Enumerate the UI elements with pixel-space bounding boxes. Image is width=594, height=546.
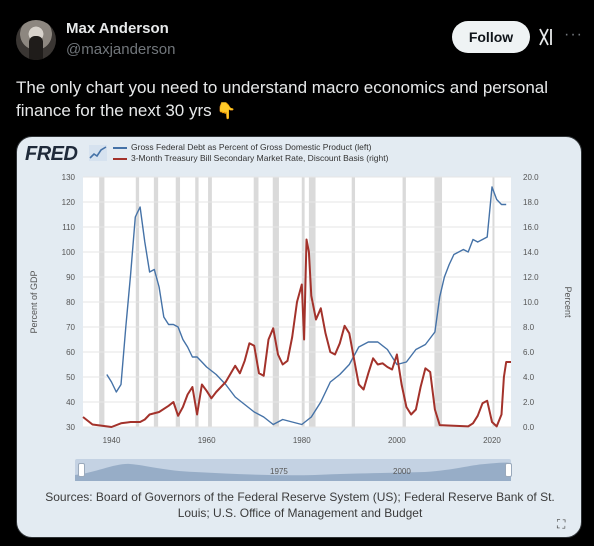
y2-tick-label: 12.0: [523, 273, 539, 282]
y-tick-label: 50: [66, 373, 75, 382]
y-tick-label: 130: [62, 173, 76, 182]
y2-tick-label: 20.0: [523, 173, 539, 182]
legend-swatch-debt: [113, 146, 127, 149]
scroller-label-2000: 2000: [393, 467, 411, 476]
y2-axis-title: Percent: [563, 286, 573, 318]
author-handle[interactable]: @maxjanderson: [66, 41, 176, 58]
author-name[interactable]: Max Anderson: [66, 20, 169, 37]
y-axis-title: Percent of GDP: [29, 270, 39, 333]
fred-logo: FRED: [25, 143, 78, 165]
y2-tick-label: 6.0: [523, 348, 535, 357]
scroller-right-handle[interactable]: [505, 463, 512, 477]
y2-tick-label: 4.0: [523, 373, 535, 382]
x-tick-label: 2000: [388, 436, 406, 445]
scroller-label-1975: 1975: [270, 467, 288, 476]
fred-spark-icon: [89, 145, 107, 161]
avatar[interactable]: [16, 20, 56, 60]
legend-item-tbill: 3-Month Treasury Bill Secondary Market R…: [113, 153, 388, 164]
grok-icon[interactable]: [538, 27, 556, 47]
y2-tick-label: 10.0: [523, 298, 539, 307]
y-tick-label: 30: [66, 423, 75, 432]
expand-icon[interactable]: ⛶: [557, 517, 566, 531]
x-tick-label: 1940: [103, 436, 121, 445]
chart-legend: Gross Federal Debt as Percent of Gross D…: [113, 142, 388, 164]
legend-label-debt: Gross Federal Debt as Percent of Gross D…: [131, 142, 372, 152]
fred-chart: 30 0.0 40 2.0 50 4.0 60 6.0 70 8.0 80 10.0 90 12.0 100…: [29, 173, 573, 445]
tweet-body: The only chart you need to understand ma…: [16, 78, 549, 120]
y2-tick-label: 14.0: [523, 248, 539, 257]
legend-item-debt: Gross Federal Debt as Percent of Gross D…: [113, 142, 388, 153]
pointing-down-emoji: 👇: [216, 103, 237, 120]
y2-tick-label: 8.0: [523, 323, 535, 332]
y-tick-label: 60: [66, 348, 75, 357]
y2-tick-label: 18.0: [523, 198, 539, 207]
x-tick-label: 2020: [483, 436, 501, 445]
y-tick-label: 80: [66, 298, 75, 307]
y2-tick-label: 0.0: [523, 423, 535, 432]
y-tick-label: 70: [66, 323, 75, 332]
chart-sources: Sources: Board of Governors of the Feder…: [45, 490, 555, 520]
tweet-text: The only chart you need to understand ma…: [16, 76, 576, 123]
y-tick-label: 120: [62, 198, 76, 207]
chart-image[interactable]: FRED Gross Federal Debt as Percent of Gr…: [16, 136, 582, 538]
y-tick-label: 100: [62, 248, 76, 257]
x-tick-label: 1960: [198, 436, 216, 445]
range-scroller[interactable]: 1975 2000: [75, 459, 511, 481]
y-tick-label: 90: [66, 273, 75, 282]
legend-swatch-tbill: [113, 157, 127, 160]
legend-label-tbill: 3-Month Treasury Bill Secondary Market R…: [131, 153, 389, 163]
series-debt-line: [106, 186, 507, 426]
series-tbill-line: [82, 238, 511, 428]
y-tick-label: 40: [66, 398, 75, 407]
x-tick-label: 1980: [293, 436, 311, 445]
y-tick-label: 110: [62, 223, 75, 232]
y2-tick-label: 2.0: [523, 398, 535, 407]
more-options-icon[interactable]: ···: [564, 26, 583, 43]
follow-button[interactable]: Follow: [452, 21, 530, 53]
scroller-left-handle[interactable]: [78, 463, 85, 477]
scroller-sparkline: 1975 2000: [75, 462, 511, 481]
y2-tick-label: 16.0: [523, 223, 539, 232]
